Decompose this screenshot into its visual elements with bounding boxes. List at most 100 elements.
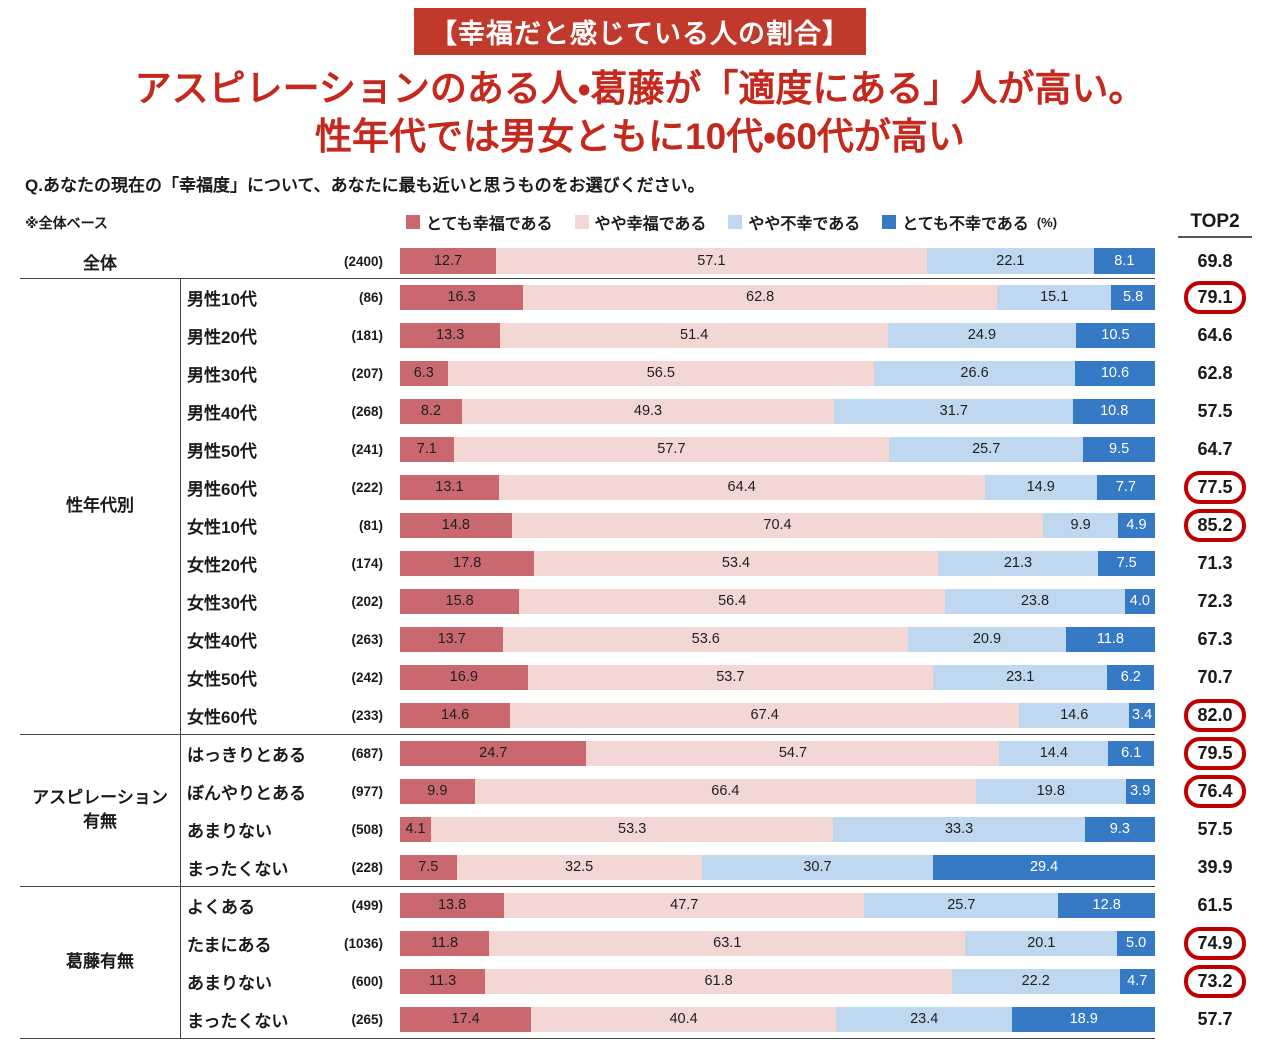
segment-value: 53.7 [716, 669, 745, 686]
segment-value: 23.8 [1020, 593, 1050, 610]
segment-value: 61.8 [704, 973, 733, 990]
row-label: 女性60代 [187, 707, 257, 727]
bar-segment: 17.8 [400, 550, 535, 576]
legend-label: とても不幸である [902, 216, 1029, 234]
row-label: 女性10代 [187, 517, 257, 537]
sample-size: (86) [358, 289, 383, 305]
bar-segment: 7.5 [1098, 550, 1155, 576]
group-label: 性年代別 [66, 496, 134, 516]
bar-segment: 16.3 [400, 284, 524, 310]
top2-cell: 72.3 [1160, 582, 1270, 620]
bar-segment: 18.9 [1012, 1006, 1155, 1032]
category-row: まったくない (265) 17.4 40.4 23.4 18.9 [180, 1000, 1155, 1038]
title-line-2: 性年代では男女ともに10代・60代が高い [315, 116, 965, 158]
bar-segment: 53.7 [527, 664, 934, 690]
very-happy-swatch [406, 215, 420, 230]
page-title: アスピレーションのある人・葛藤が「適度にある」人が高い。 性年代では男女ともに1… [0, 65, 1280, 161]
bar-segment: 54.7 [586, 740, 1000, 766]
sample-size: (508) [351, 821, 383, 837]
bar-segment: 11.3 [400, 968, 486, 994]
segment-value: 17.4 [451, 1011, 480, 1028]
top2-cell: 73.2 [1160, 962, 1270, 1000]
segment-value: 25.7 [947, 897, 976, 914]
segment-value: 18.9 [1069, 1011, 1098, 1028]
bar-segment: 8.1 [1093, 248, 1155, 275]
top2-value: 39.9 [1197, 856, 1233, 877]
top2-value: 72.3 [1197, 590, 1233, 611]
segment-value: 11.3 [429, 973, 457, 990]
bar-segment: 6.3 [400, 360, 448, 386]
segment-value: 7.5 [1116, 555, 1137, 572]
stacked-bar: 13.7 53.6 20.9 11.8 [400, 626, 1155, 652]
bar-segment: 13.3 [400, 322, 501, 348]
top2-cell: 77.5 [1160, 468, 1270, 506]
top2-value: 57.5 [1197, 400, 1233, 421]
group-label: アスピレーション 有無 [32, 788, 168, 832]
segment-value: 29.4 [1029, 859, 1059, 876]
top2-value: 71.3 [1197, 552, 1233, 573]
segment-value: 70.4 [763, 517, 792, 534]
sample-size: (181) [351, 327, 383, 343]
segment-value: 10.8 [1100, 403, 1129, 420]
bar-segment: 15.1 [997, 284, 1112, 310]
sample-size: (241) [351, 441, 383, 457]
category-row: 女性10代 (81) 14.8 70.4 9.9 4.9 [180, 506, 1155, 544]
total-label: 全体 [83, 253, 117, 273]
bar-segment: 12.7 [400, 248, 496, 275]
segment-value: 9.9 [1070, 517, 1091, 534]
segment-value: 33.3 [944, 821, 974, 838]
top2-cell: 57.5 [1160, 392, 1270, 430]
segment-value: 25.7 [972, 441, 1001, 458]
stacked-bar: 11.3 61.8 22.2 4.7 [400, 968, 1155, 994]
segment-value: 66.4 [711, 783, 740, 800]
row-label: ぼんやりとある [187, 783, 306, 803]
legend-label: とても幸福である [426, 216, 553, 234]
section-divider [20, 278, 1155, 280]
category-row: はっきりとある (687) 24.7 54.7 14.4 6.1 [180, 734, 1155, 772]
stacked-bar: 24.7 54.7 14.4 6.1 [400, 740, 1155, 766]
bar-segment: 14.9 [984, 474, 1097, 500]
top2-value: 67.3 [1197, 628, 1233, 649]
bar-segment: 47.7 [504, 892, 865, 918]
category-row: よくある (499) 13.8 47.7 25.7 12.8 [180, 886, 1155, 924]
stacked-bar: 6.3 56.5 26.6 10.6 [400, 360, 1155, 386]
row-label: 男性40代 [187, 403, 257, 423]
sample-size: (222) [351, 479, 383, 495]
bar-segment: 57.1 [495, 248, 927, 275]
sample-size: (233) [351, 707, 383, 723]
segment-value: 24.9 [967, 327, 997, 344]
base-note: ※全体ベース [25, 215, 108, 232]
bar-segment: 14.6 [400, 702, 511, 728]
bar-segment: 20.1 [965, 930, 1118, 956]
top2-value: 85.2 [1184, 508, 1246, 542]
top2-cell: 64.6 [1160, 316, 1270, 354]
chart-header-row: ※全体ベース とても幸福である やや幸福である やや不幸である とても不幸である (%)… [20, 210, 1270, 239]
segment-value: 13.3 [436, 327, 465, 344]
bar-segment: 51.4 [500, 322, 888, 348]
segment-value: 23.4 [910, 1011, 939, 1028]
top2-cell: 82.0 [1160, 696, 1270, 734]
bar-segment: 22.1 [926, 248, 1094, 275]
segment-value: 40.4 [669, 1011, 698, 1028]
sample-size: (687) [351, 745, 383, 761]
top2-value: 76.4 [1184, 774, 1246, 808]
bar-segment: 9.9 [400, 778, 475, 804]
bar-segment: 16.9 [400, 664, 528, 690]
sample-size: (81) [358, 517, 383, 533]
segment-value: 16.9 [449, 669, 478, 686]
bar-segment: 6.2 [1107, 664, 1155, 690]
segment-value: 47.7 [670, 897, 699, 914]
segment-value: 53.6 [691, 631, 720, 648]
segment-value: 12.7 [433, 253, 463, 270]
bar-segment: 13.7 [400, 626, 504, 652]
title-line-1: アスピレーションのある人・葛藤が「適度にある」人が高い。 [134, 68, 1146, 109]
stacked-bar: 11.8 63.1 20.1 5.0 [400, 930, 1155, 956]
segment-value: 15.8 [445, 593, 474, 610]
top2-value: 57.7 [1197, 1008, 1233, 1029]
segment-value: 22.2 [1021, 973, 1050, 990]
group-cell: 性年代別 [20, 278, 180, 734]
bar-segment: 5.0 [1117, 930, 1155, 956]
category-row: 男性20代 (181) 13.3 51.4 24.9 10.5 [180, 316, 1155, 354]
stacked-bar: 17.4 40.4 23.4 18.9 [400, 1006, 1155, 1032]
bar-segment: 25.7 [864, 892, 1059, 918]
